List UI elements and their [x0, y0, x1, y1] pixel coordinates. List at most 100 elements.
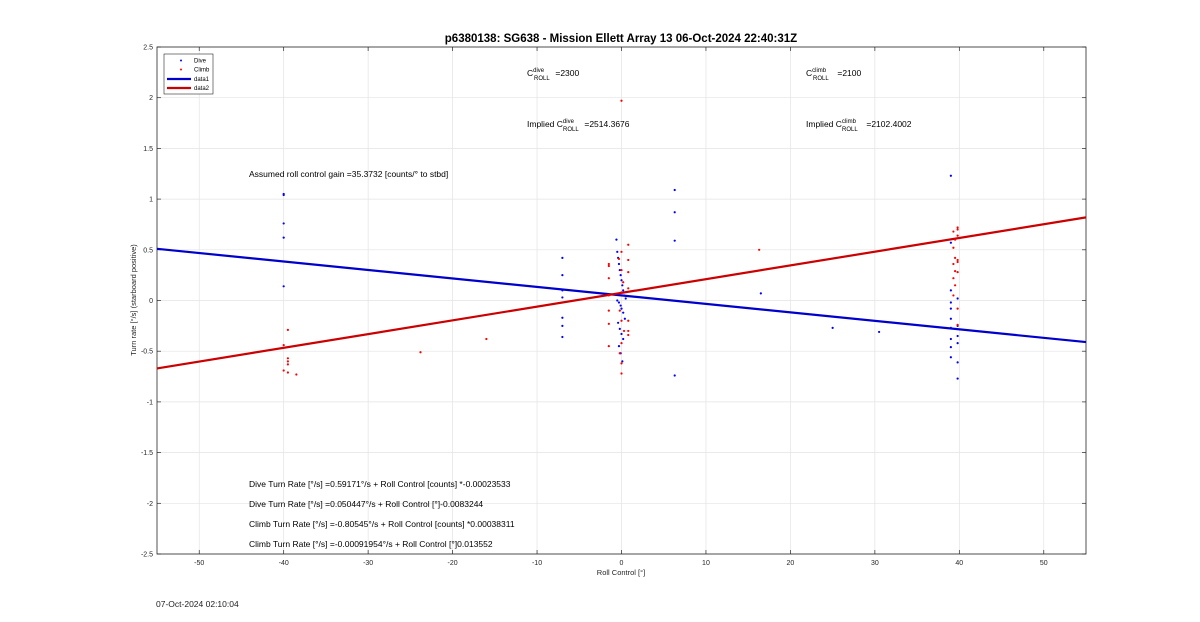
data-point-dive [622, 337, 625, 341]
data-point-climb [952, 294, 955, 297]
data-point-climb [953, 238, 957, 241]
data-point-climb [617, 257, 621, 261]
legend: Dive Climb data1 data2 [163, 53, 214, 95]
c-climb-value: =2100 [835, 68, 862, 78]
data-point-dive [831, 326, 834, 329]
data-point-climb [419, 351, 422, 354]
data-point-dive [616, 299, 619, 302]
x-tick-label: 20 [787, 560, 795, 567]
data-point-dive [949, 307, 952, 310]
data-point-climb [952, 246, 955, 249]
data-point-dive [949, 174, 952, 177]
implied-climb-prefix: Implied C [806, 119, 842, 129]
data-point-dive [282, 222, 285, 225]
data-point-dive [673, 374, 676, 377]
c-dive-sup: dive [533, 68, 545, 74]
data-point-climb [607, 345, 610, 348]
climb-equation-counts: Climb Turn Rate [°/s] =-0.80545°/s + Rol… [249, 519, 515, 529]
implied-dive-annotation: Implied Cdive ROLL =2514.3676 [527, 119, 630, 133]
c-dive-base: C [527, 68, 533, 78]
data-point-climb [622, 329, 626, 333]
data-point-dive [617, 345, 621, 348]
data-point-climb [607, 309, 610, 312]
data-point-dive [616, 250, 619, 253]
implied-dive-value: =2514.3676 [582, 119, 630, 129]
c-dive-value: =2300 [553, 68, 580, 78]
legend-dive-marker [180, 59, 182, 62]
data-point-dive [949, 241, 952, 244]
data-point-dive [949, 346, 952, 349]
data-point-climb [295, 373, 298, 376]
implied-climb-sup: climb [842, 119, 857, 125]
c-dive-annotation: Cdive ROLL =2300 [527, 68, 580, 82]
data-point-dive [617, 321, 620, 324]
c-climb-annotation: Cclimb ROLL =2100 [806, 68, 862, 82]
axis-ticks: -50 -40 -30 -20 -10 0 10 20 30 40 50-2.5-2-1.5-1-0… [141, 45, 1086, 567]
x-tick-label: -20 [448, 560, 458, 567]
x-tick-label: 50 [1040, 560, 1048, 567]
data-point-dive [620, 279, 623, 282]
legend-climb-label: Climb [194, 68, 210, 74]
data-point-dive [673, 211, 676, 214]
data-point-dive [282, 285, 285, 288]
data-point-dive [617, 262, 621, 266]
data-point-climb [627, 319, 630, 322]
data-point-dive [618, 327, 621, 330]
data-point-climb [620, 319, 623, 322]
data-point-dive [621, 360, 624, 363]
data-point-climb [485, 337, 488, 341]
data-point-dive [956, 377, 959, 380]
c-dive-sub: ROLL [534, 76, 550, 82]
c-climb-sup: climb [812, 68, 827, 74]
data-point-climb [286, 371, 290, 374]
data-point-dive [949, 326, 952, 329]
data-point-dive [956, 334, 959, 338]
data-point-dive [622, 311, 625, 314]
x-axis-label: Roll Control [°] [597, 568, 645, 577]
x-tick-label: 10 [702, 560, 710, 567]
data-point-dive [956, 297, 959, 300]
legend-data2-label: data2 [194, 86, 210, 92]
data-point-dive [622, 294, 626, 297]
implied-climb-annotation: Implied Cclimb ROLL =2102.4002 [806, 119, 912, 133]
data-point-climb [620, 250, 623, 253]
data-point-climb [952, 262, 955, 266]
x-tick-label: 40 [955, 560, 963, 567]
data-point-dive [949, 301, 952, 304]
dive-equation-degrees: Dive Turn Rate [°/s] =0.050447°/s + Roll… [249, 499, 483, 509]
data-point-climb [622, 281, 625, 284]
chart-marks [156, 99, 1087, 380]
data-point-dive [561, 289, 564, 292]
data-point-dive [282, 193, 285, 197]
data-point-climb [956, 258, 959, 262]
data-point-dive [673, 188, 676, 192]
data-point-dive [282, 236, 285, 239]
x-tick-label: -10 [532, 560, 542, 567]
c-climb-base: C [806, 68, 812, 78]
data-point-dive [561, 335, 564, 339]
data-point-climb [627, 258, 630, 262]
data-point-dive [618, 268, 621, 272]
y-tick-label: 0 [149, 298, 153, 305]
data-point-dive [620, 307, 623, 310]
legend-data1-label: data1 [194, 77, 210, 83]
data-point-dive [622, 289, 625, 292]
data-point-dive [673, 239, 676, 242]
y-tick-label: -1 [147, 399, 153, 406]
implied-climb-sub: ROLL [842, 127, 858, 133]
data-point-dive [624, 297, 627, 300]
chart-title: p6380138: SG638 - Mission Ellett Array 1… [445, 33, 797, 45]
data-point-dive [956, 361, 959, 364]
data-point-dive [561, 324, 564, 327]
data-point-dive [877, 330, 881, 334]
data-point-climb [286, 363, 290, 366]
data-point-climb [952, 230, 955, 233]
data-point-dive [949, 356, 952, 359]
data-point-climb [618, 352, 621, 355]
roll-gain-annotation: Assumed roll control gain =35.3732 [coun… [249, 169, 448, 179]
implied-dive-prefix: Implied C [527, 119, 563, 129]
x-tick-label: -40 [279, 560, 289, 567]
data-point-climb [956, 260, 959, 264]
x-tick-label: 0 [620, 560, 624, 567]
